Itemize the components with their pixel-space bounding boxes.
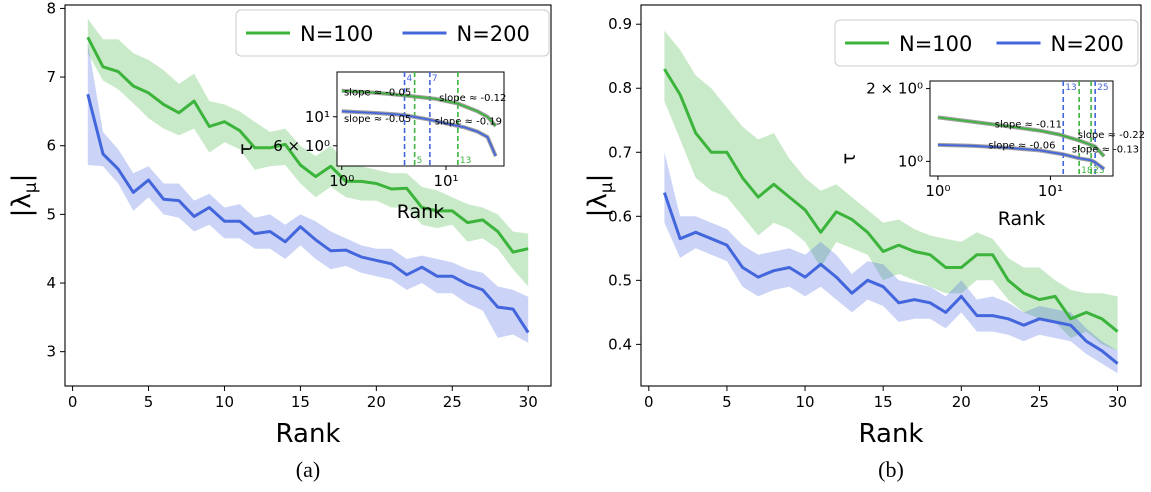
x-tick-label: 20 [952, 393, 971, 411]
inset-chart: 4 7 5 13 slope ≈ -0.05 slope ≈ -0.12 slope ≈ -… [235, 71, 506, 223]
inset-x-axis-title: Rank [397, 201, 444, 223]
x-tick-label: 20 [367, 393, 386, 411]
legend-label: N=200 [1051, 32, 1124, 56]
inset-y-axis-title: τ [235, 143, 257, 154]
inset-series-line [937, 116, 1105, 157]
legend-label: N=200 [457, 22, 530, 46]
inset-marker-label: 5 [417, 156, 423, 166]
series-line [663, 68, 1119, 333]
inset-marker-label: 13 [1065, 83, 1076, 93]
inset-marker-label: 4 [407, 74, 413, 84]
inset-y-tick-label: 2 × 10⁰ [866, 80, 923, 98]
inset-marker-label: 7 [432, 74, 438, 84]
inset-slope-label: slope ≈ -0.13 [1072, 144, 1139, 155]
inset-y-tick-label: 10⁰ [898, 152, 923, 170]
x-tick-label: 5 [722, 393, 732, 411]
y-tick-label: 8 [46, 0, 56, 17]
x-tick-label: 10 [215, 393, 234, 411]
inset-x-tick-label: 10¹ [1038, 182, 1063, 200]
y-axis-title-subscript: μ [21, 182, 41, 193]
x-axis-title: Rank [859, 419, 924, 449]
inset-slope-label: slope ≈ -0.12 [439, 93, 506, 104]
legend-box [834, 19, 1139, 67]
inset-y-axis-title: τ [838, 153, 860, 164]
chart-panel-b: 0 5 10 15 20 25 30 0.4 0.5 0.6 0.7 0.8 0.9 Rank |λμ| (b… [583, 4, 1145, 482]
inset-x-axis-title: Rank [998, 208, 1045, 230]
y-tick-label: 6 [46, 137, 56, 155]
inset-series-line [341, 110, 497, 157]
confidence-band [87, 18, 529, 287]
legend-box [235, 9, 550, 57]
inset-marker-label: 23 [1093, 166, 1104, 176]
series-line [662, 192, 1119, 365]
chart-panel-a: 0 5 10 15 20 25 30 3 4 5 6 7 8 Rank |λμ| (a) N=100 N=200 4… [7, 0, 552, 482]
y-axis-title: |λμ| [7, 174, 41, 218]
y-axis-title-bar: | [583, 174, 613, 183]
inset-chart: 13 25 18 23 slope ≈ -0.11 slope ≈ -0.22 slope … [838, 80, 1145, 230]
legend-label: N=100 [899, 32, 972, 56]
x-tick-label: 25 [1030, 393, 1049, 411]
x-tick-label: 0 [68, 393, 78, 411]
panel-caption: (a) [296, 457, 320, 482]
x-tick-label: 5 [144, 393, 154, 411]
y-tick-label: 0.8 [608, 79, 632, 97]
y-tick-label: 0.9 [608, 15, 632, 33]
inset-slope-label: slope ≈ -0.11 [995, 120, 1062, 131]
inset-marker-label: 18 [1081, 166, 1093, 176]
inset-x-tick-label: 10⁰ [925, 182, 950, 200]
inset-x-tick-label: 10⁰ [329, 172, 354, 190]
inset-slope-label: slope ≈ -0.19 [435, 117, 502, 128]
inset-slope-label: slope ≈ -0.05 [344, 114, 411, 125]
y-tick-label: 7 [46, 68, 56, 86]
inset-marker-label: 13 [460, 156, 471, 166]
x-tick-label: 15 [874, 393, 893, 411]
x-tick-label: 15 [291, 393, 310, 411]
inset-marker-label: 25 [1097, 83, 1108, 93]
inset-slope-label: slope ≈ -0.05 [344, 87, 411, 98]
panel-caption: (b) [878, 457, 904, 482]
y-tick-label: 0.7 [608, 143, 632, 161]
x-tick-label: 30 [519, 393, 538, 411]
x-tick-label: 10 [796, 393, 815, 411]
inset-y-tick-label: 10¹ [305, 108, 330, 126]
inset-slope-label: slope ≈ -0.22 [1078, 130, 1145, 141]
y-tick-label: 5 [46, 205, 56, 223]
y-tick-label: 0.4 [608, 335, 632, 353]
inset-y-tick-label: 6 × 10⁰ [273, 137, 330, 155]
y-tick-label: 3 [46, 343, 56, 361]
series-line [86, 36, 529, 254]
plot-frame [64, 4, 552, 387]
series-line [86, 93, 530, 334]
y-tick-label: 0.6 [608, 207, 632, 225]
confidence-band [664, 30, 1118, 351]
y-axis-title-subscript: μ [597, 182, 617, 193]
x-tick-label: 0 [644, 393, 654, 411]
inset-series-line [341, 89, 497, 127]
y-tick-label: 4 [46, 274, 56, 292]
plot-frame [640, 4, 1142, 387]
legend-label: N=100 [300, 22, 373, 46]
inset-series-line [937, 144, 1105, 170]
inset-slope-label: slope ≈ -0.06 [988, 141, 1055, 152]
y-axis-title: |λμ| [583, 174, 617, 218]
y-tick-label: 0.5 [608, 271, 632, 289]
y-axis-title-bar: | [7, 174, 37, 183]
inset-x-tick-label: 10¹ [433, 172, 458, 190]
x-tick-label: 25 [443, 393, 462, 411]
x-axis-title: Rank [276, 419, 341, 449]
x-tick-label: 30 [1108, 393, 1127, 411]
